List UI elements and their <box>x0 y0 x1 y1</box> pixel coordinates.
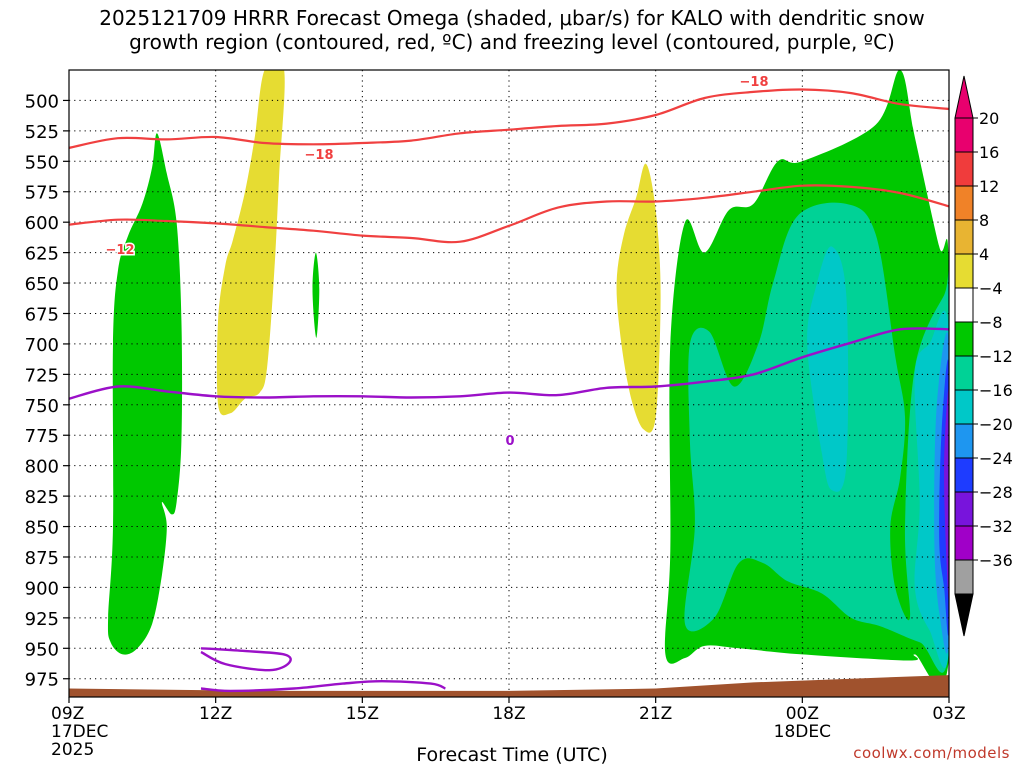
grid-lines <box>69 70 949 697</box>
isotherm-label-zero: 0 <box>505 434 514 449</box>
omega-region-m12-6 <box>807 246 849 492</box>
chart-title: 2025121709 HRRR Forecast Omega (shaded, … <box>0 6 1024 54</box>
colorbar-cell-m28 <box>954 525 974 561</box>
omega-region-c4-1 <box>216 70 285 416</box>
isotherm-minus18 <box>69 88 949 149</box>
colorbar-cell-m16 <box>954 423 974 459</box>
colorbar-label-20: 20 <box>979 109 999 128</box>
colorbar-cell-m24 <box>954 491 974 527</box>
omega-region-m8-5 <box>684 202 949 673</box>
colorbar-label-16: 16 <box>979 143 999 162</box>
colorbar: 20 16 12 8 4 −4 −8 −12 −16 −20 −24 −28 −32 −36 <box>954 75 1013 637</box>
omega-region-m24-10 <box>944 389 949 599</box>
ytick-label-925: 925 <box>25 609 59 630</box>
xtick-year-0: 2025 <box>51 740 94 760</box>
ytick-label-800: 800 <box>25 457 59 478</box>
colorbar-label--36: −36 <box>979 551 1013 570</box>
ytick-label-675: 675 <box>25 304 59 325</box>
colorbar-label--12: −12 <box>979 347 1013 366</box>
xtick-label-12: 21Z <box>639 704 672 724</box>
colorbar-label--24: −24 <box>979 449 1013 468</box>
colorbar-label-12: 12 <box>979 177 999 196</box>
xtick-date-0: 17DEC <box>51 722 108 742</box>
xtick-label-9: 18Z <box>492 704 525 724</box>
site-credit: coolwx.com/models <box>853 744 1010 762</box>
colorbar-top-arrow <box>954 75 974 119</box>
ytick-label-975: 975 <box>25 670 59 691</box>
omega-region-m4-0 <box>107 133 183 655</box>
colorbar-cell-m32 <box>954 559 974 595</box>
ytick-label-550: 550 <box>25 152 59 173</box>
ytick-label-950: 950 <box>25 639 59 660</box>
y-axis: 500 525 550 575 600 625 650 675 700 725 750 775 800 8… <box>25 91 69 691</box>
colorbar-cell-m12 <box>954 389 974 425</box>
terrain <box>69 675 949 697</box>
ytick-label-900: 900 <box>25 578 59 599</box>
colorbar-label-4: 4 <box>979 245 989 264</box>
isotherm-minus12 <box>69 184 949 244</box>
colorbar-cell-c4 <box>954 253 974 289</box>
x-axis-label: Forecast Time (UTC) <box>416 744 608 766</box>
colorbar-bottom-arrow <box>954 593 974 637</box>
isotherm-label-minus18-a: −18 <box>740 75 769 90</box>
freezing-level-low-a <box>200 647 292 672</box>
colorbar-label-8: 8 <box>979 211 989 230</box>
ytick-label-875: 875 <box>25 548 59 569</box>
ytick-label-700: 700 <box>25 335 59 356</box>
ytick-label-725: 725 <box>25 365 59 386</box>
colorbar-label--32: −32 <box>979 517 1013 536</box>
colorbar-label--28: −28 <box>979 483 1013 502</box>
isotherm-label-minus18-b: −18 <box>305 148 334 163</box>
colorbar-label--4: −4 <box>979 279 1003 298</box>
colorbar-cell-neutral <box>954 287 974 323</box>
ytick-label-750: 750 <box>25 396 59 417</box>
colorbar-cell-m20 <box>954 457 974 493</box>
omega-region-m4-2 <box>312 252 320 338</box>
omega-region-c4-3 <box>616 163 661 433</box>
colorbar-cell-c20 <box>954 117 974 153</box>
freezing-level-0c <box>69 327 949 400</box>
omega-shading <box>107 70 949 686</box>
ytick-label-600: 600 <box>25 213 59 234</box>
ytick-label-850: 850 <box>25 518 59 539</box>
terrain-fill <box>69 675 949 697</box>
ytick-label-650: 650 <box>25 274 59 295</box>
chart-title-line1: 2025121709 HRRR Forecast Omega (shaded, … <box>99 6 925 30</box>
isotherm-labels: −18 −18 −12 0 <box>104 74 770 451</box>
ytick-label-500: 500 <box>25 91 59 112</box>
xtick-date-15: 18DEC <box>774 722 831 742</box>
xtick-label-0: 09Z <box>51 704 84 724</box>
ytick-label-825: 825 <box>25 487 59 508</box>
ytick-label-775: 775 <box>25 426 59 447</box>
xtick-label-3: 12Z <box>199 704 232 724</box>
colorbar-cell-m4 <box>954 321 974 357</box>
colorbar-cell-m8 <box>954 355 974 391</box>
xtick-label-18: 03Z <box>932 704 965 724</box>
xtick-label-6: 15Z <box>346 704 379 724</box>
freezing-level-low-b <box>200 679 446 693</box>
colorbar-label--8: −8 <box>979 313 1003 332</box>
ytick-label-625: 625 <box>25 244 59 265</box>
isotherm-label-minus12: −12 <box>106 243 135 258</box>
xtick-label-15: 00Z <box>786 704 819 724</box>
ytick-label-525: 525 <box>25 122 59 143</box>
chart-title-line2: growth region (contoured, red, ºC) and f… <box>129 30 895 54</box>
colorbar-cell-c16 <box>954 151 974 187</box>
ytick-label-575: 575 <box>25 183 59 204</box>
colorbar-label--20: −20 <box>979 415 1013 434</box>
colorbar-cell-c12 <box>954 185 974 221</box>
isotherm-lines <box>69 88 949 693</box>
colorbar-cell-c8 <box>954 219 974 255</box>
colorbar-label--16: −16 <box>979 381 1013 400</box>
